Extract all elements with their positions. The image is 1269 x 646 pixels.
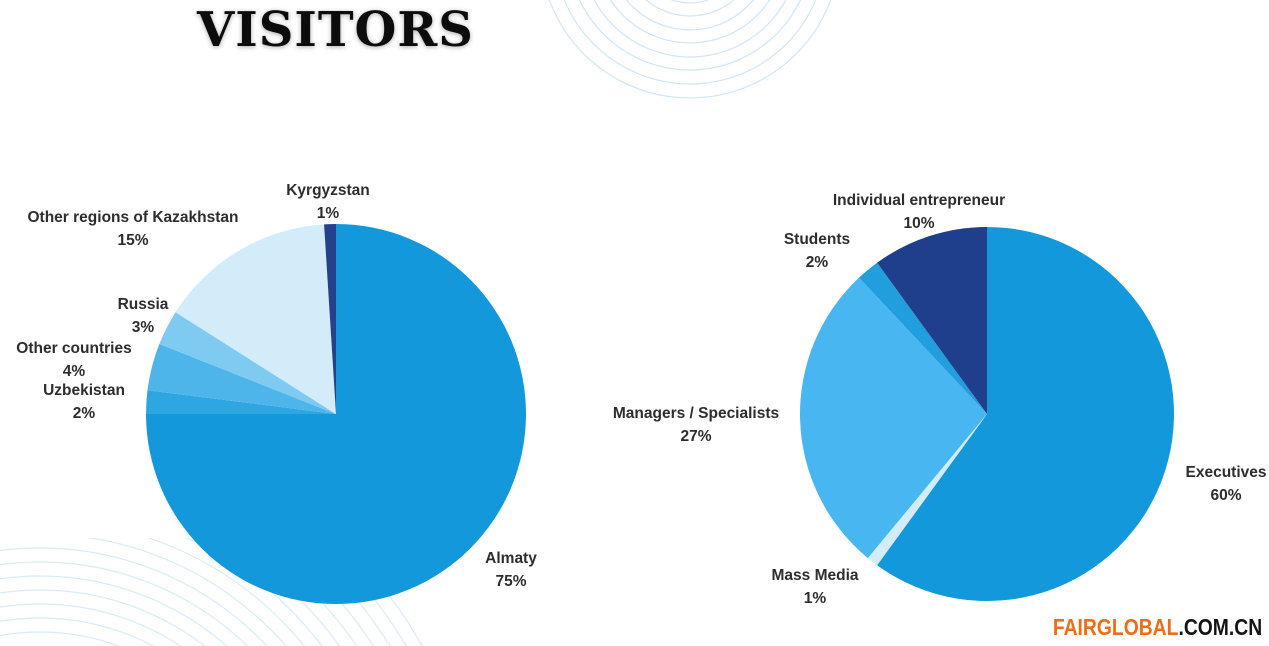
label-other-countries-pct: 4% (62, 363, 86, 380)
pie-chart-visitors-by-region (146, 224, 526, 604)
label-individual-entrepreneur-name: Individual entrepreneur (832, 192, 1006, 209)
label-other-regions: Other regions of Kazakhstan 15% (27, 206, 238, 252)
label-managers-specialists: Managers / Specialists 27% (613, 402, 779, 448)
decor-ring (0, 617, 155, 646)
label-mass-media-name: Mass Media (771, 567, 859, 584)
label-uzbekistan-pct: 2% (72, 405, 96, 422)
label-russia: Russia 3% (118, 293, 169, 339)
page-title: VISITORS (197, 2, 474, 58)
label-executives: Executives 60% (1186, 461, 1267, 507)
label-individual-entrepreneur-pct: 10% (903, 215, 935, 232)
decor-circles-top (548, 0, 832, 99)
label-executives-pct: 60% (1210, 487, 1242, 504)
label-other-regions-pct: 15% (117, 232, 149, 249)
label-kyrgyzstan-name: Kyrgyzstan (286, 182, 370, 199)
decor-ring (645, 0, 735, 17)
label-kyrgyzstan-pct: 1% (316, 205, 340, 222)
pie-slice-uzbekistan (146, 390, 336, 414)
label-almaty-name: Almaty (485, 550, 537, 567)
label-other-countries: Other countries 4% (16, 337, 131, 383)
label-kyrgyzstan: Kyrgyzstan 1% (286, 179, 370, 225)
pie-slice-managers-specialists (800, 277, 987, 559)
label-individual-entrepreneur: Individual entrepreneur 10% (833, 189, 1005, 235)
watermark-suffix: .COM.CN (1178, 614, 1262, 640)
decor-ring (0, 631, 121, 646)
label-uzbekistan: Uzbekistan 2% (43, 379, 125, 425)
watermark: FAIRGLOBAL.COM.CN (1053, 614, 1262, 641)
label-mass-media-pct: 1% (803, 590, 827, 607)
label-russia-pct: 3% (131, 319, 155, 336)
watermark-brand: FAIRGLOBAL (1052, 614, 1179, 640)
label-almaty: Almaty 75% (485, 547, 537, 593)
decor-ring (670, 0, 710, 4)
label-executives-name: Executives (1185, 464, 1267, 481)
pie-slice-executives (877, 227, 1174, 601)
pie-chart-visitors-by-role (800, 227, 1174, 601)
decor-ring (625, 0, 755, 31)
pie-slice-kyrgyzstan (324, 224, 336, 414)
label-other-countries-name: Other countries (16, 340, 132, 357)
pie-slice-individual-entrepreneur (877, 227, 987, 414)
decor-ring (0, 603, 182, 646)
label-students-name: Students (783, 231, 851, 248)
label-managers-specialists-name: Managers / Specialists (612, 405, 780, 422)
label-students: Students 2% (784, 228, 850, 274)
label-other-regions-name: Other regions of Kazakhstan (27, 209, 239, 226)
label-almaty-pct: 75% (495, 573, 527, 590)
pie-slice-russia (159, 312, 336, 414)
pie-slice-students (858, 262, 987, 414)
decor-ring (548, 0, 832, 99)
pie-slice-mass-media (867, 414, 987, 566)
decor-ring (579, 0, 801, 71)
label-uzbekistan-name: Uzbekistan (43, 382, 125, 399)
label-mass-media: Mass Media 1% (771, 564, 858, 610)
decor-ring (563, 0, 817, 85)
label-managers-specialists-pct: 27% (680, 428, 712, 445)
pie-slice-other-countries (147, 344, 336, 414)
pie-slice-other-regions-of-kazakhstan (175, 224, 336, 414)
decor-ring (609, 0, 771, 44)
label-russia-name: Russia (117, 296, 169, 313)
label-students-pct: 2% (805, 254, 829, 271)
decor-ring (593, 0, 787, 58)
